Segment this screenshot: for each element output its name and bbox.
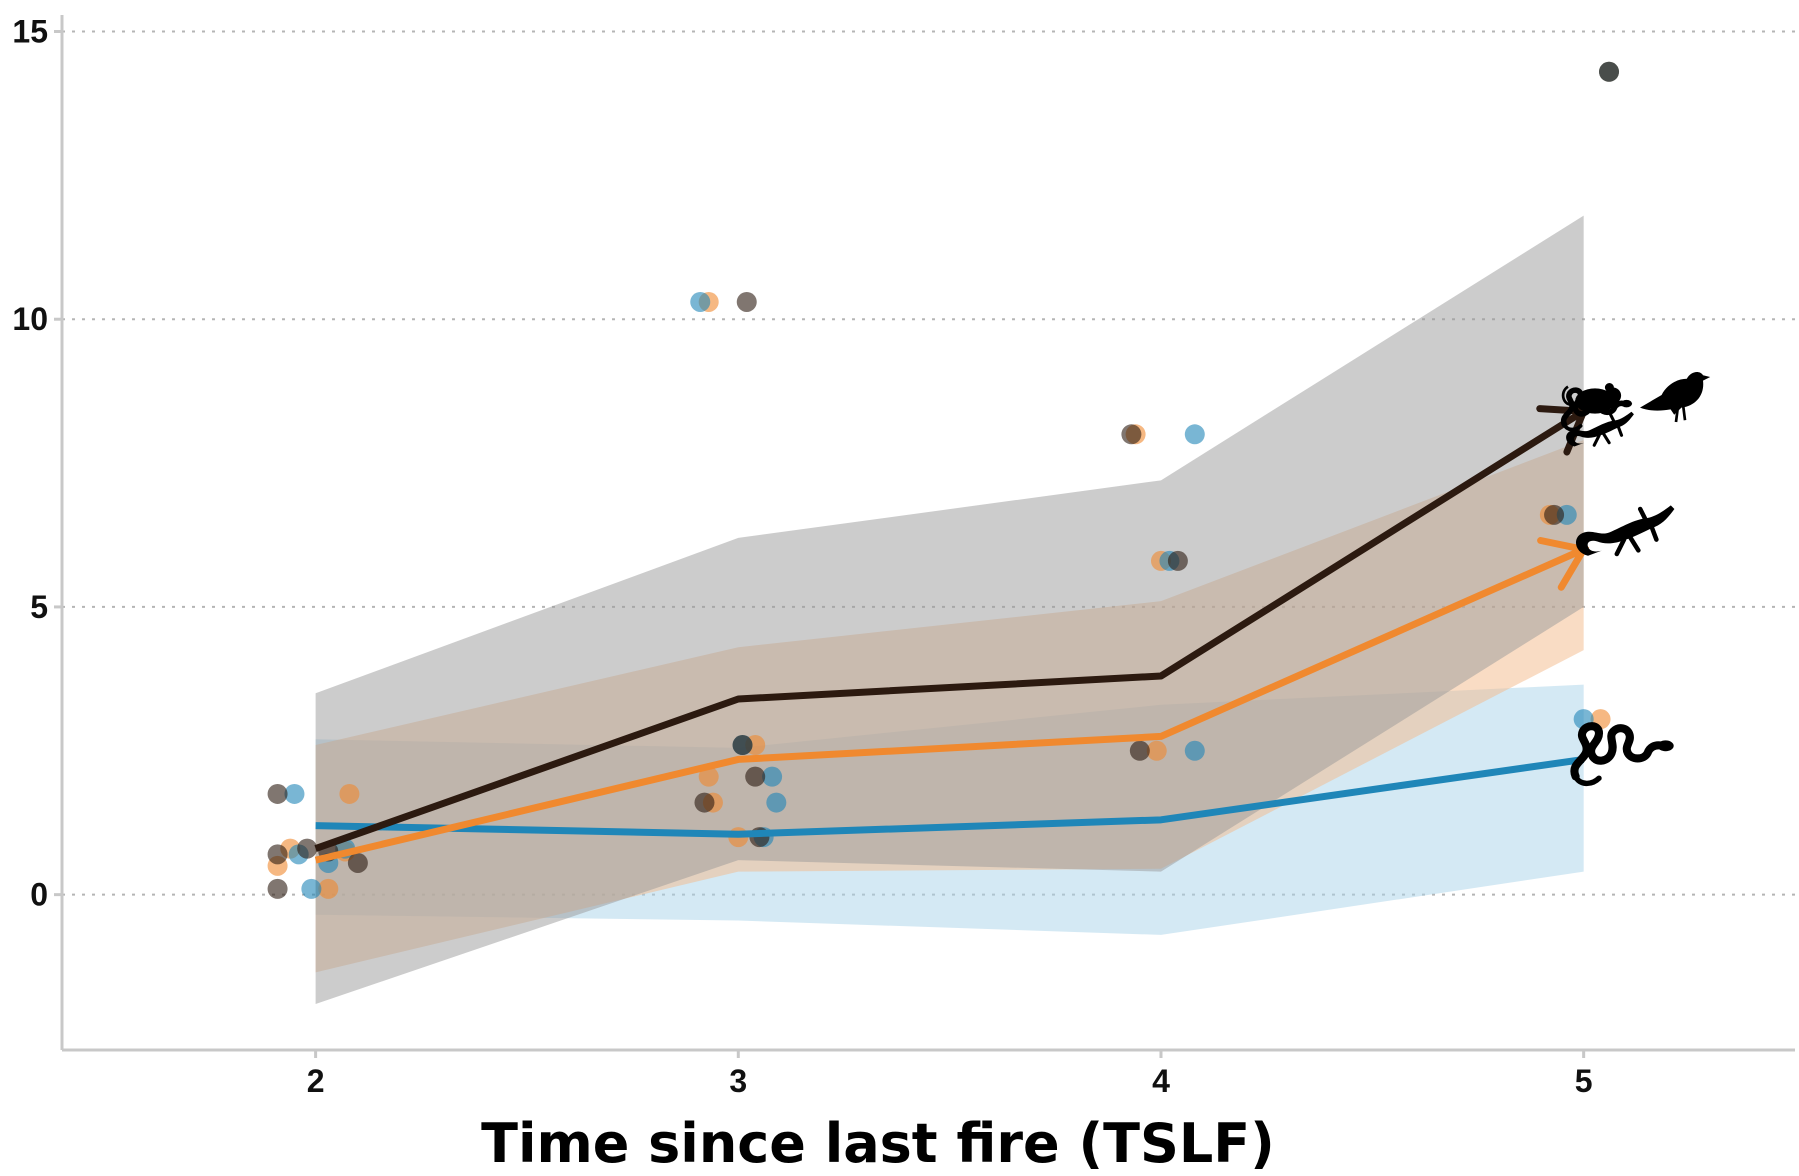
data-point [1129,740,1150,761]
data-point [762,766,783,787]
data-point [267,878,288,899]
data-point [766,792,787,813]
data-point [732,735,753,756]
data-point [301,878,322,899]
confidence-band [315,215,1584,1004]
x-tick-label: 5 [1575,1063,1593,1099]
data-point [1146,740,1167,761]
lizard-icon [1566,411,1634,447]
series-line [314,546,1586,864]
x-tick-label: 2 [307,1063,325,1099]
series-lines [314,405,1590,864]
data-point [267,783,288,804]
x-tick-label: 3 [729,1063,747,1099]
data-point [1184,740,1205,761]
y-tick-label: 5 [30,589,48,625]
data-point [1121,424,1142,445]
data-point [318,878,339,899]
data-point [347,852,368,873]
lizard-icon [1575,505,1675,557]
data-point [694,792,715,813]
confidence-bands [315,215,1584,1004]
animal-icons [1560,372,1711,787]
series-line [314,408,1586,852]
data-point [339,783,360,804]
data-point [284,783,305,804]
mammal-icon [1561,383,1622,414]
data-point [297,838,318,859]
bird-icon [1640,372,1711,423]
data-point [698,766,719,787]
data-point [1544,504,1565,525]
series-line [315,755,1585,838]
y-tick-label: 0 [30,877,48,913]
data-point [736,291,757,312]
axes: 0 5 10 15 2 3 4 5 [12,14,1795,1099]
x-tick-label: 4 [1152,1063,1170,1099]
data-point [1184,424,1205,445]
data-point [690,291,711,312]
data-point [1167,550,1188,571]
snake-icon [1570,722,1674,787]
x-axis-title: Time since last fire (TSLF) [481,1112,1275,1175]
data-point [1599,61,1620,82]
data-point [267,844,288,865]
data-point [745,766,766,787]
y-tick-label: 15 [12,14,48,50]
y-tick-label: 10 [12,301,48,337]
